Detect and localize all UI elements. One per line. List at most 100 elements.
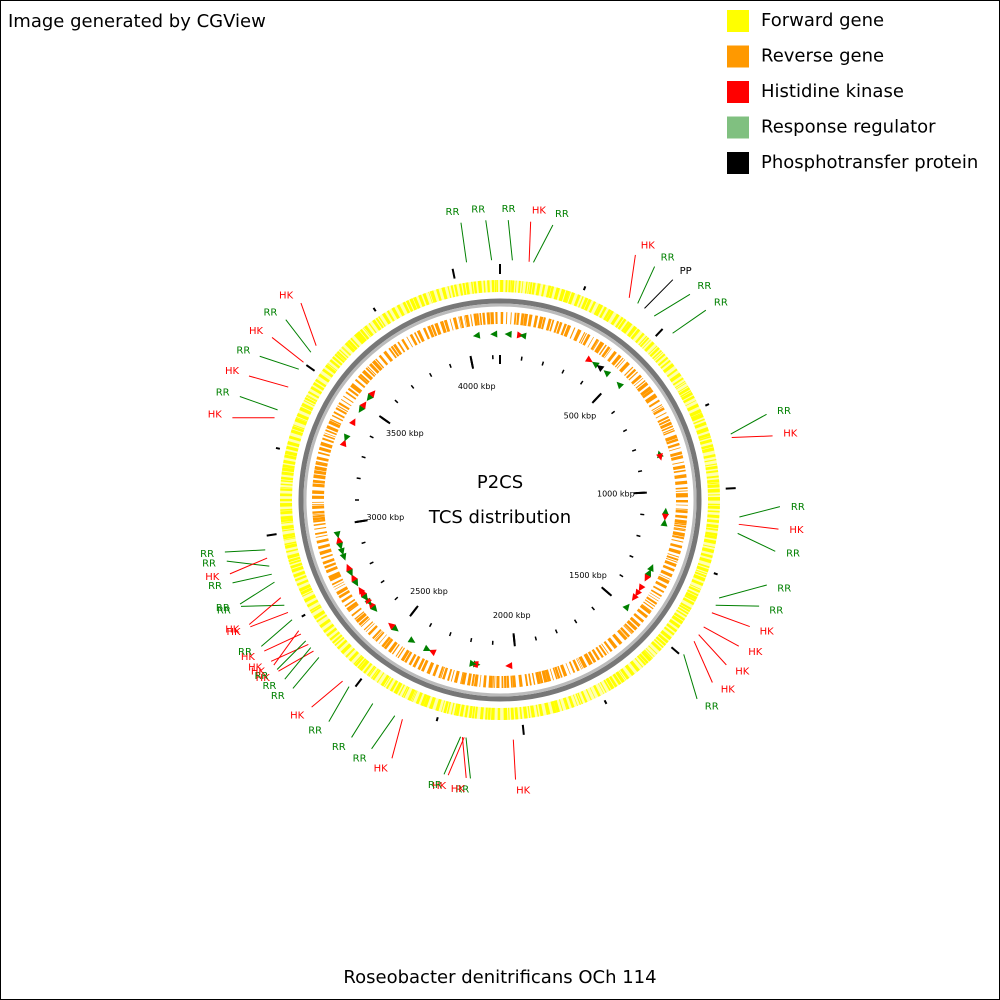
- outer-tick: [354, 678, 363, 688]
- leader-line: [739, 506, 781, 518]
- feature-marker: [428, 649, 437, 657]
- feature-marker: [358, 587, 366, 595]
- feature-marker: [660, 519, 668, 527]
- outer-tick: [521, 724, 525, 735]
- feature-label: RR: [555, 209, 569, 220]
- leader-line: [248, 375, 289, 388]
- feature-marker: [346, 563, 353, 572]
- leader-line: [738, 523, 779, 530]
- feature-label: RR: [777, 583, 791, 594]
- outer-tick: [275, 446, 281, 450]
- leader-line: [248, 597, 282, 625]
- leader-line: [693, 640, 713, 683]
- feature-label: HK: [241, 652, 256, 663]
- legend-label: Histidine kinase: [761, 81, 904, 102]
- outer-tick: [704, 403, 710, 407]
- feature-label: HK: [735, 666, 750, 677]
- outer-tick: [266, 533, 277, 537]
- minor-tick: [622, 428, 628, 433]
- feature-label: HK: [516, 786, 531, 797]
- leader-line: [226, 560, 270, 567]
- feature-marker: [407, 636, 416, 643]
- outer-tick: [582, 286, 587, 291]
- feature-marker: [370, 604, 378, 612]
- legend-swatch: [727, 45, 749, 68]
- feature-marker: [351, 578, 359, 587]
- genome-backbone-inner: [303, 303, 697, 697]
- minor-tick: [470, 637, 473, 643]
- feature-label: RR: [502, 204, 516, 215]
- minor-tick: [369, 561, 374, 565]
- feature-label: HK: [225, 624, 240, 635]
- outer-tick: [713, 572, 718, 576]
- leader-line: [285, 319, 312, 353]
- feature-marker: [635, 588, 643, 597]
- map-subtitle: TCS distribution: [428, 507, 571, 528]
- feature-marker: [336, 541, 343, 550]
- minor-tick: [591, 606, 595, 611]
- feature-label: HK: [256, 673, 271, 684]
- outer-tick: [451, 268, 456, 279]
- feature-label: RR: [262, 681, 276, 692]
- outer-tick: [435, 716, 439, 722]
- feature-label: RR: [254, 671, 268, 682]
- feature-label: RR: [471, 204, 485, 215]
- feature-marker: [333, 530, 341, 539]
- feature-label: RR: [216, 387, 230, 398]
- feature-label: RR: [308, 725, 322, 736]
- feature-marker: [647, 564, 654, 572]
- tick-label: 2000 kbp: [493, 611, 531, 620]
- feature-label: RR: [200, 549, 214, 560]
- minor-tick: [356, 477, 361, 480]
- leader-line: [260, 619, 293, 647]
- feature-marker: [661, 513, 669, 521]
- footer: Roseobacter denitrificans OCh 114: [343, 967, 656, 988]
- leader-line: [528, 221, 532, 262]
- leader-line: [259, 355, 299, 370]
- feature-marker: [339, 552, 347, 561]
- feature-label: RR: [697, 281, 711, 292]
- legend-label: Phosphotransfer protein: [761, 152, 978, 173]
- leader-line: [240, 604, 285, 607]
- features: RR HK RRHKRRPPRRRRRRHKRRHKRRRRRRHKHKHKHKRR…: [200, 204, 805, 796]
- feature-label: HK: [721, 685, 736, 696]
- tick-label: 1500 kbp: [569, 571, 607, 580]
- feature-label: HK: [249, 326, 264, 337]
- legend-swatch: [727, 116, 749, 139]
- feature-label: RR: [791, 502, 805, 513]
- major-tick: [633, 491, 647, 495]
- feature-marker: [603, 370, 612, 378]
- leader-line: [273, 630, 300, 666]
- leader-line: [300, 302, 317, 346]
- major-tick: [378, 415, 391, 425]
- feature-marker: [346, 568, 353, 577]
- minor-tick: [554, 629, 558, 634]
- legend-label: Reverse gene: [761, 46, 884, 67]
- leader-line: [270, 643, 309, 662]
- feature-marker: [391, 624, 399, 632]
- leader-line: [229, 557, 268, 575]
- leader-line: [703, 626, 740, 647]
- feature-marker: [361, 592, 368, 601]
- feature-marker: [519, 332, 527, 340]
- feature-label: RR: [769, 605, 783, 616]
- major-tick: [469, 355, 475, 369]
- feature-marker: [490, 330, 498, 338]
- feature-label: RR: [332, 742, 346, 753]
- rings: 500 kbp 1000 kbp 1500 kbp 2000 kbp 2500 kbp 3…: [266, 264, 736, 735]
- outer-tick: [305, 364, 316, 372]
- feature-marker: [368, 390, 376, 398]
- feature-marker: [344, 433, 351, 442]
- major-tick: [601, 586, 613, 597]
- leader-line: [351, 703, 374, 738]
- leader-line: [311, 680, 343, 708]
- leader-line: [443, 736, 462, 775]
- outer-tick: [372, 307, 377, 312]
- feature-label: HK: [532, 206, 547, 217]
- leader-line: [271, 337, 304, 363]
- feature-label: RR: [236, 346, 250, 357]
- feature-marker: [469, 659, 477, 667]
- minor-tick: [448, 631, 452, 637]
- feature-label: RR: [455, 784, 469, 795]
